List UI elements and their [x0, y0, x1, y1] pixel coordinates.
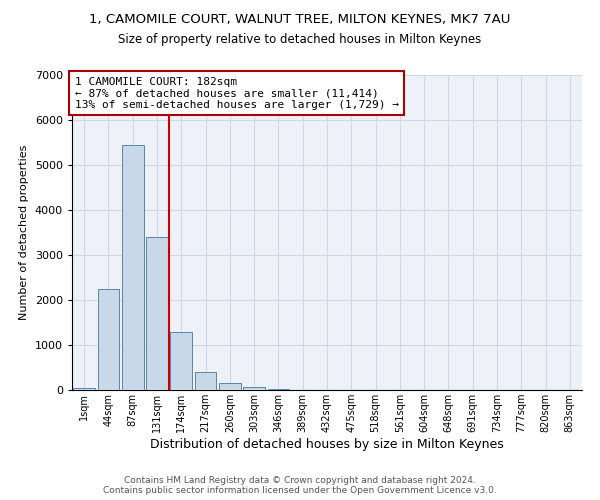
Bar: [146, 237, 168, 390]
Bar: [73, 388, 95, 390]
Text: 1 CAMOMILE COURT: 182sqm
← 87% of detached houses are smaller (11,414)
13% of se: 1 CAMOMILE COURT: 182sqm ← 87% of detach…: [74, 76, 398, 110]
Bar: [170, 332, 192, 390]
Text: 1, CAMOMILE COURT, WALNUT TREE, MILTON KEYNES, MK7 7AU: 1, CAMOMILE COURT, WALNUT TREE, MILTON K…: [89, 12, 511, 26]
Bar: [219, 383, 241, 390]
Text: Size of property relative to detached houses in Milton Keynes: Size of property relative to detached ho…: [118, 32, 482, 46]
Bar: [97, 289, 119, 390]
X-axis label: Distribution of detached houses by size in Milton Keynes: Distribution of detached houses by size …: [150, 438, 504, 451]
Text: Contains HM Land Registry data © Crown copyright and database right 2024.
Contai: Contains HM Land Registry data © Crown c…: [103, 476, 497, 495]
Y-axis label: Number of detached properties: Number of detached properties: [19, 145, 29, 320]
Bar: [122, 145, 143, 390]
Bar: [243, 386, 265, 390]
Bar: [194, 372, 217, 390]
